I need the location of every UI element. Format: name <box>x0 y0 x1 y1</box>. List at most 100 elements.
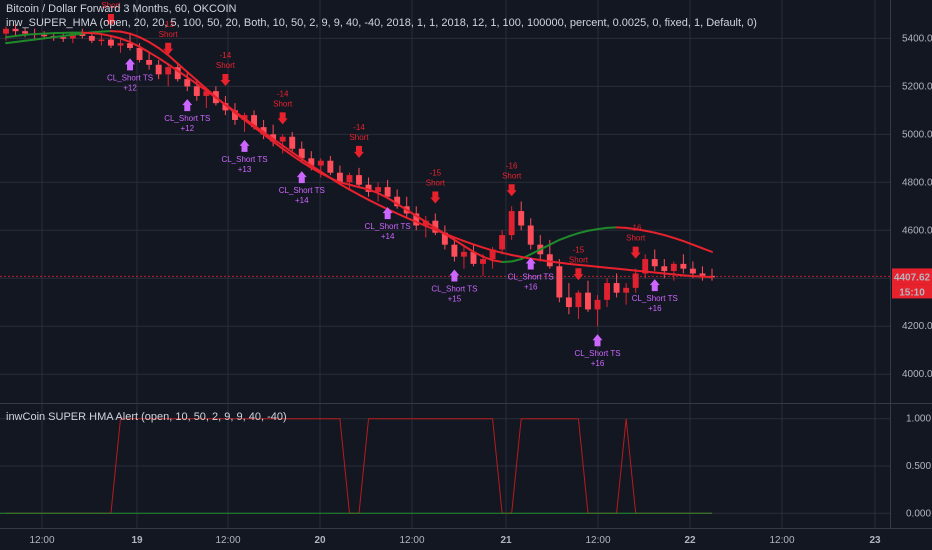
candle[interactable] <box>222 103 229 111</box>
candle[interactable] <box>441 232 448 245</box>
candle[interactable] <box>298 148 305 159</box>
candle[interactable] <box>22 31 29 34</box>
candle[interactable] <box>556 266 563 298</box>
candle[interactable] <box>88 35 95 41</box>
close-arrow-icon[interactable] <box>296 171 307 184</box>
candle[interactable] <box>470 251 477 264</box>
candle[interactable] <box>317 160 324 166</box>
candle[interactable] <box>356 175 362 185</box>
short-arrow-icon[interactable] <box>430 191 441 204</box>
candle[interactable] <box>489 249 496 260</box>
close-arrow-icon[interactable] <box>125 58 136 71</box>
hma-slow-line <box>52 34 65 39</box>
candle[interactable] <box>680 263 687 269</box>
candle[interactable] <box>165 67 172 75</box>
candle[interactable] <box>203 91 210 96</box>
short-arrow-icon[interactable] <box>163 42 174 55</box>
candle[interactable] <box>79 33 86 36</box>
close-arrow-icon[interactable] <box>182 99 193 112</box>
candle[interactable] <box>384 187 391 197</box>
candle[interactable] <box>546 254 553 267</box>
hma-fast-line <box>348 188 360 196</box>
hma-fast-line <box>157 57 170 66</box>
candle[interactable] <box>60 37 67 39</box>
candle[interactable] <box>604 283 611 300</box>
close-arrow-icon[interactable] <box>649 279 660 292</box>
candle[interactable] <box>575 292 582 308</box>
candle[interactable] <box>432 220 439 233</box>
candle[interactable] <box>69 33 76 39</box>
close-arrow-icon[interactable] <box>525 257 536 270</box>
candle[interactable] <box>413 213 420 226</box>
hma-slow-line <box>24 38 36 42</box>
candle[interactable] <box>251 115 258 128</box>
candle[interactable] <box>260 127 267 135</box>
candle[interactable] <box>661 266 668 272</box>
candle[interactable] <box>508 211 515 236</box>
candle[interactable] <box>98 39 105 42</box>
candle[interactable] <box>518 211 525 226</box>
candle[interactable] <box>336 172 343 183</box>
study-legend[interactable]: inw_SUPER_HMA (open, 20, 20, 5, 100, 50,… <box>6 17 757 29</box>
candle[interactable] <box>174 67 181 80</box>
candle[interactable] <box>613 283 620 293</box>
candle[interactable] <box>565 297 572 308</box>
candle[interactable] <box>651 259 658 267</box>
subpane-legend[interactable]: inwCoin SUPER HMA Alert (open, 10, 50, 2… <box>6 411 287 423</box>
candle[interactable] <box>327 160 334 173</box>
candle[interactable] <box>136 47 143 60</box>
short-arrow-icon[interactable] <box>630 246 641 259</box>
candle[interactable] <box>451 244 458 257</box>
candle[interactable] <box>689 268 696 274</box>
hma-fast-line <box>262 131 275 140</box>
short-arrow-icon[interactable] <box>220 73 231 86</box>
short-arrow-icon[interactable] <box>354 145 364 158</box>
candle[interactable] <box>365 184 372 192</box>
candle[interactable] <box>527 225 534 245</box>
candle[interactable] <box>375 187 382 192</box>
candle[interactable] <box>623 287 630 293</box>
hma-slow-line <box>653 231 666 237</box>
candle[interactable] <box>670 263 677 272</box>
candle[interactable] <box>632 273 639 288</box>
short-arrow-icon[interactable] <box>105 13 116 26</box>
candle[interactable] <box>308 158 315 166</box>
candle[interactable] <box>146 59 153 65</box>
candle[interactable] <box>422 220 429 226</box>
hma-fast-line <box>129 40 141 48</box>
candle[interactable] <box>107 39 114 46</box>
candle[interactable] <box>346 175 353 183</box>
candle[interactable] <box>127 43 133 48</box>
short-arrow-icon[interactable] <box>277 112 288 125</box>
short-arrow-icon[interactable] <box>573 268 584 281</box>
candle[interactable] <box>585 292 591 310</box>
candle[interactable] <box>155 64 162 75</box>
close-arrow-icon[interactable] <box>239 139 250 152</box>
signal-pnl-label: +14 <box>381 232 395 241</box>
candle[interactable] <box>117 43 124 46</box>
candle[interactable] <box>499 235 506 250</box>
candle[interactable] <box>394 196 401 207</box>
close-arrow-icon[interactable] <box>449 269 460 282</box>
candle[interactable] <box>460 251 467 257</box>
candle[interactable] <box>41 34 48 37</box>
candle[interactable] <box>699 273 706 276</box>
candle[interactable] <box>289 136 296 149</box>
candle[interactable] <box>184 79 191 87</box>
candle[interactable] <box>279 136 286 142</box>
candle[interactable] <box>193 86 200 96</box>
hma-slow-line <box>520 253 532 261</box>
hma-slow-line <box>482 255 494 262</box>
close-arrow-icon[interactable] <box>382 207 393 220</box>
candle[interactable] <box>480 259 486 264</box>
candle[interactable] <box>232 110 238 120</box>
short-arrow-icon[interactable] <box>506 184 517 197</box>
candle[interactable] <box>12 28 19 32</box>
hma-fast-line <box>176 69 189 79</box>
candle[interactable] <box>642 259 649 274</box>
hma-fast-line <box>291 151 303 161</box>
candle[interactable] <box>594 299 601 310</box>
close-arrow-icon[interactable] <box>592 334 603 347</box>
candle[interactable] <box>3 28 9 34</box>
